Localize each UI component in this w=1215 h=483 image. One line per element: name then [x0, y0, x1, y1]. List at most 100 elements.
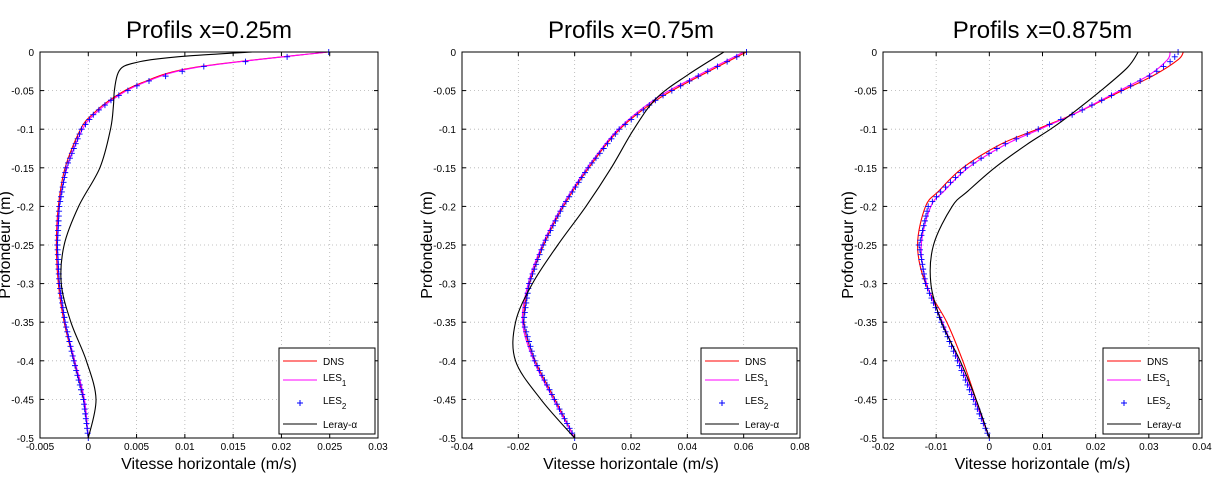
data-point [1118, 87, 1125, 94]
data-point [578, 174, 585, 181]
x-tick-label: 0 [987, 442, 993, 453]
data-point [65, 333, 72, 340]
y-tick-label: 0 [28, 48, 34, 59]
data-point [64, 328, 71, 335]
data-point [542, 237, 549, 244]
data-point [640, 106, 647, 113]
legend-label-base: LES [1147, 396, 1166, 407]
x-tick-label: 0 [86, 442, 92, 453]
data-point [917, 251, 924, 258]
data-point [942, 184, 949, 191]
data-point [677, 82, 684, 89]
data-point [924, 208, 931, 215]
data-point [966, 386, 973, 393]
data-point [75, 377, 82, 384]
data-point [72, 140, 79, 147]
x-tick-label: 0.025 [317, 442, 342, 453]
data-point [922, 280, 929, 287]
data-point [74, 135, 81, 142]
data-point [60, 309, 67, 316]
data-point [986, 150, 993, 157]
data-point [1098, 97, 1105, 104]
y-tick-label: -0.5 [17, 434, 35, 445]
data-point [686, 77, 693, 84]
legend-label: Leray-α [1147, 420, 1181, 431]
legend-label-base: LES [323, 373, 342, 384]
y-tick-label: -0.4 [17, 357, 35, 368]
data-point [569, 188, 576, 195]
data-point [84, 425, 91, 432]
data-point [926, 290, 933, 297]
data-point [1035, 126, 1042, 133]
data-point [533, 261, 540, 268]
y-tick-label: -0.15 [11, 164, 34, 175]
data-point [920, 266, 927, 273]
data-point [82, 410, 89, 417]
legend-box [700, 347, 798, 435]
data-point [552, 217, 559, 224]
data-point [78, 126, 85, 133]
data-point [1167, 58, 1174, 65]
data-point [919, 261, 926, 268]
y-axis-label: Profondeur (m) [840, 191, 857, 299]
y-axis-label: Profondeur (m) [0, 191, 14, 299]
data-point [74, 372, 81, 379]
x-tick-label: 0.02 [1086, 442, 1106, 453]
data-point [970, 396, 977, 403]
data-point [970, 159, 977, 166]
legend-label: LES1 [1147, 373, 1171, 388]
x-tick-label: 0.005 [124, 442, 149, 453]
x-tick-label: -0.02 [507, 442, 530, 453]
x-tick-label: -0.01 [925, 442, 948, 453]
data-point [564, 420, 571, 427]
data-point [78, 386, 85, 393]
y-tick-label: 0 [871, 48, 877, 59]
data-point [522, 304, 529, 311]
data-point [589, 159, 596, 166]
data-point [563, 198, 570, 205]
data-point [82, 415, 89, 422]
y-tick-label: -0.45 [433, 395, 456, 406]
data-point [546, 386, 553, 393]
data-point [146, 77, 153, 84]
data-point [58, 193, 65, 200]
data-point [547, 227, 554, 234]
data-point [556, 406, 563, 413]
series-les2-markers [916, 49, 1182, 441]
data-point [81, 401, 88, 408]
data-point [917, 237, 924, 244]
data-point [86, 116, 93, 123]
data-point [612, 131, 619, 138]
data-point [925, 203, 932, 210]
data-point [162, 73, 169, 80]
y-tick-label: -0.25 [433, 241, 456, 252]
data-point [1013, 135, 1020, 142]
data-point [80, 396, 87, 403]
x-tick-label: 0.04 [678, 442, 698, 453]
data-point [704, 68, 711, 75]
legend-label: Leray-α [323, 420, 357, 431]
y-tick-label: -0.15 [854, 164, 877, 175]
data-point [924, 285, 931, 292]
data-point [58, 188, 65, 195]
data-point [73, 367, 80, 374]
data-point [947, 179, 954, 186]
data-point [1002, 140, 1009, 147]
data-point [557, 208, 564, 215]
data-point [65, 159, 72, 166]
data-point [622, 121, 629, 128]
legend-label: LES2 [745, 396, 769, 411]
data-point [543, 381, 550, 388]
x-tick-label: 0.03 [368, 442, 388, 453]
data-point [548, 391, 555, 398]
data-point [61, 174, 68, 181]
y-tick-label: -0.3 [860, 280, 878, 291]
legend-marker [297, 400, 303, 406]
data-point [559, 203, 566, 210]
data-point [284, 53, 291, 60]
y-tick-label: -0.3 [17, 280, 35, 291]
data-point [993, 145, 1000, 152]
data-point [1160, 63, 1167, 70]
